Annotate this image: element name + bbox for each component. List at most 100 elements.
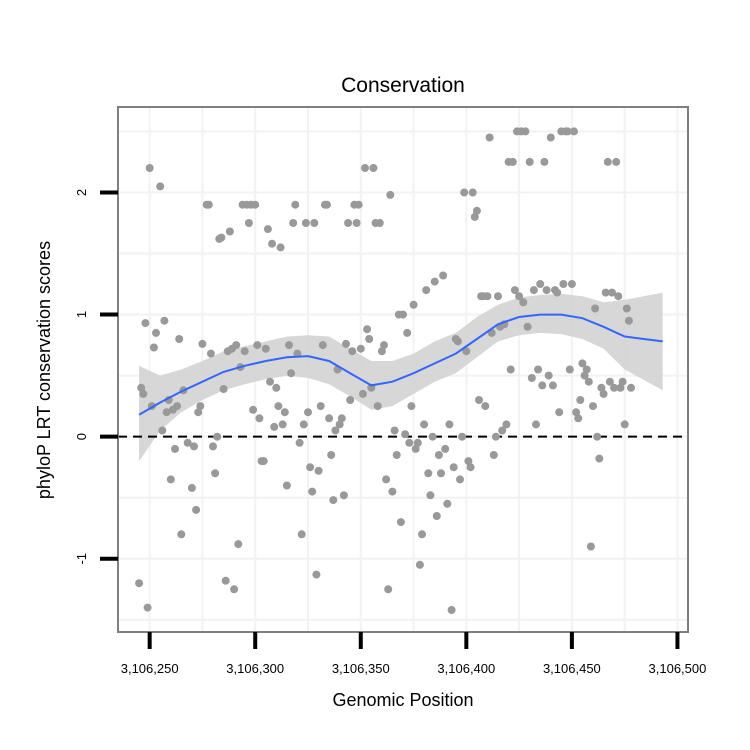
data-point (282, 481, 291, 490)
data-point (608, 288, 616, 297)
x-tick-label: 3,106,350 (332, 661, 390, 676)
data-point (627, 383, 635, 392)
data-point (415, 560, 424, 569)
data-point (230, 585, 239, 594)
data-point (380, 341, 388, 350)
data-point (481, 402, 490, 411)
data-point (494, 292, 502, 301)
data-point (472, 206, 481, 215)
data-point (304, 408, 312, 417)
data-point (187, 483, 196, 492)
data-point (339, 491, 348, 500)
data-point (213, 432, 222, 441)
data-point (268, 239, 277, 248)
axis-ticks: 3,106,250 3,106,300 3,106,350 3,106,400 3,10… (74, 189, 706, 676)
data-point (610, 383, 619, 392)
data-point (162, 408, 171, 417)
data-point (466, 463, 475, 472)
data-point (424, 469, 433, 478)
data-point (502, 420, 511, 429)
data-point (285, 341, 293, 350)
data-point (432, 512, 441, 520)
data-point (437, 469, 445, 478)
data-point (384, 585, 393, 594)
y-tick-label: 0 (74, 433, 89, 440)
data-point (316, 402, 325, 411)
data-point (221, 576, 230, 585)
data-point (373, 402, 382, 411)
data-point (287, 369, 296, 378)
scatter-points (135, 127, 635, 614)
data-point (624, 316, 633, 325)
data-point (217, 233, 226, 242)
data-point (306, 463, 315, 472)
data-point (190, 442, 198, 451)
data-point (534, 365, 543, 374)
data-point (196, 402, 205, 411)
data-point (614, 292, 623, 301)
data-point (310, 219, 319, 227)
data-point (342, 339, 350, 348)
data-point (263, 225, 272, 234)
data-point (485, 133, 494, 142)
data-point (591, 304, 600, 313)
confidence-band-layer (139, 292, 663, 462)
data-point (434, 451, 443, 459)
data-point (529, 286, 538, 295)
data-point (354, 200, 363, 209)
data-point (589, 402, 597, 411)
y-tick-label: 1 (74, 311, 89, 318)
data-point (447, 606, 456, 614)
data-point (620, 420, 629, 429)
data-point (489, 451, 498, 459)
smooth-line (138, 313, 663, 416)
data-point (249, 405, 258, 414)
data-point (441, 444, 450, 453)
data-point (584, 377, 593, 386)
data-point (177, 530, 186, 539)
data-point (616, 383, 625, 392)
data-point (521, 127, 530, 136)
data-point (409, 300, 418, 309)
data-point (470, 212, 479, 221)
data-point (192, 505, 201, 514)
data-point (411, 444, 420, 453)
data-point (204, 200, 213, 209)
panel-border (117, 106, 689, 633)
data-point (276, 243, 285, 252)
smooth-line-layer (138, 313, 663, 416)
x-tick-label: 3,106,450 (543, 661, 601, 676)
data-point (382, 475, 391, 484)
data-point (299, 420, 308, 429)
data-point (297, 530, 306, 539)
data-point (234, 540, 243, 549)
data-point (540, 157, 549, 166)
data-point (618, 377, 627, 386)
data-point (460, 188, 469, 197)
data-point (141, 319, 150, 328)
data-point (418, 530, 426, 539)
data-point (173, 402, 182, 411)
data-point (612, 157, 621, 166)
data-point (510, 286, 519, 295)
data-point (542, 286, 551, 295)
data-point (475, 396, 483, 404)
data-point (567, 280, 576, 288)
data-point (335, 420, 344, 429)
data-point (593, 432, 602, 441)
data-point (458, 432, 467, 441)
data-point (198, 339, 207, 348)
data-point (449, 463, 458, 472)
x-tick-label: 3,106,250 (121, 661, 179, 676)
data-point (327, 451, 336, 459)
y-tick-label: 2 (74, 189, 89, 196)
data-point (361, 164, 369, 172)
data-point (156, 182, 165, 191)
data-point (515, 292, 524, 301)
data-point (544, 371, 553, 380)
data-point (605, 377, 614, 386)
data-point (420, 420, 429, 429)
data-point (413, 438, 422, 447)
data-point (331, 426, 340, 435)
data-point (407, 402, 416, 411)
